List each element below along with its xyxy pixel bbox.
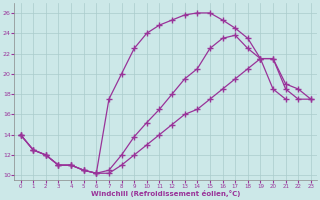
X-axis label: Windchill (Refroidissement éolien,°C): Windchill (Refroidissement éolien,°C) xyxy=(91,190,240,197)
